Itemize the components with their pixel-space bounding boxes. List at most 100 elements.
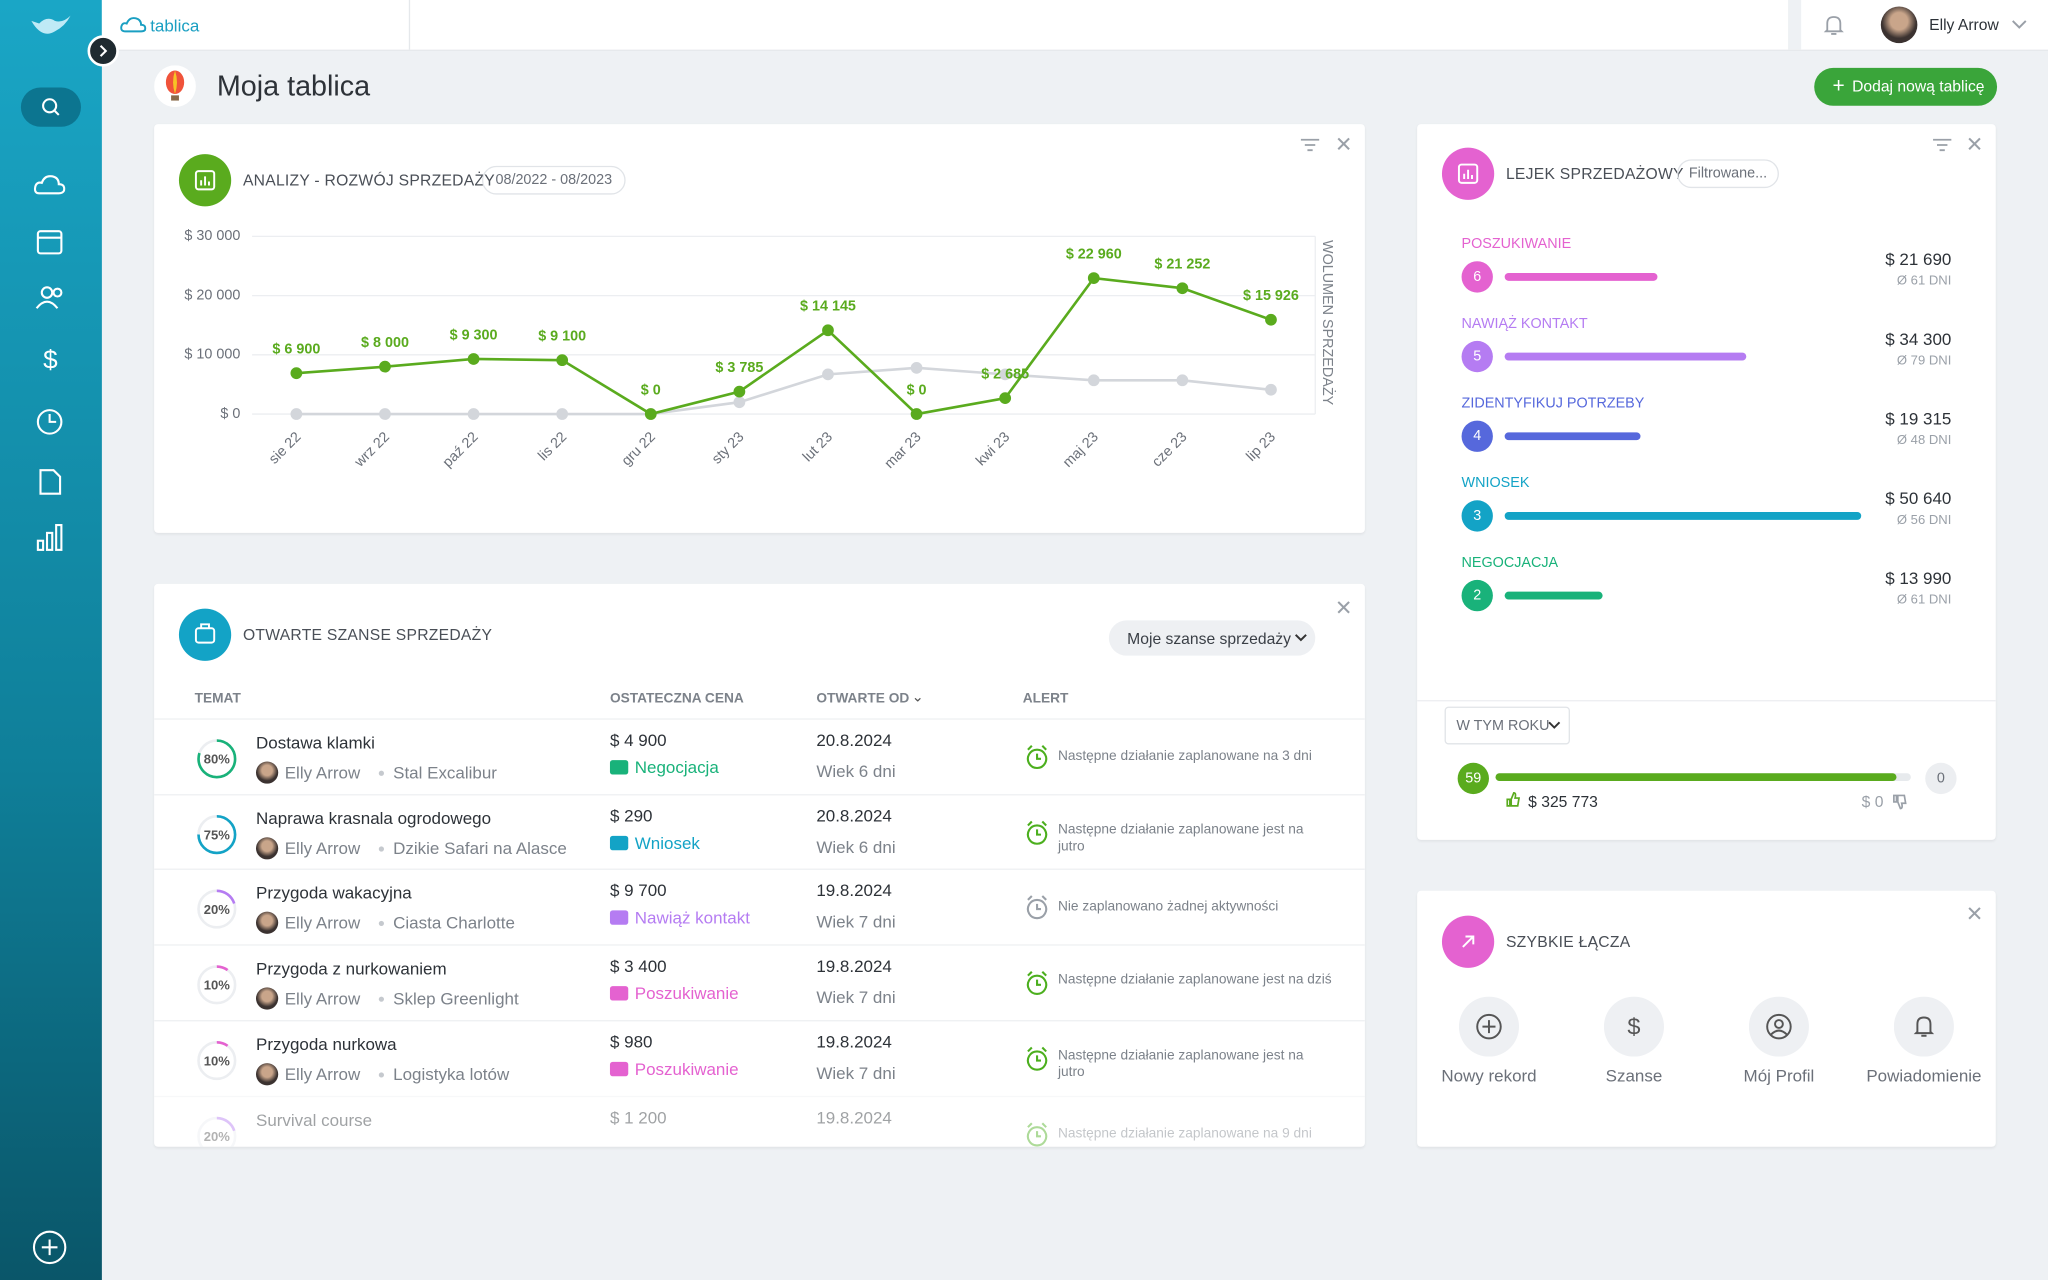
progress-ring: 20% (197, 889, 237, 930)
price: $ 4 900 (609, 730, 667, 750)
close[interactable]: ✕ (1965, 134, 1984, 157)
stage-days: Ø 48 DNI (1896, 433, 1952, 448)
alert-icon (1026, 820, 1048, 845)
column-header[interactable]: OTWARTE OD (816, 690, 910, 707)
opportunity-row[interactable]: 75% Naprawa krasnala ogrodowego Elly Arrow… (154, 793, 1365, 870)
opportunity-row[interactable]: 20% Survival course $ 1 200 19.8.2024 Następ… (154, 1095, 1365, 1147)
alert: Następne działanie zaplanowane jest na j… (1057, 1047, 1304, 1080)
quick-link-icon[interactable] (1458, 996, 1520, 1057)
date-range[interactable]: 08/2022 - 08/2023 (481, 165, 626, 195)
sales-card: ANALIZY - ROZWÓJ SPRZEDAŻY 08/2022 - 08/… (154, 124, 1365, 533)
won-count: 59 (1457, 762, 1489, 795)
period-dropdown[interactable]: W TYM ROKU (1444, 706, 1570, 745)
add-board-label[interactable]: Dodaj nową tablicę (1852, 77, 1985, 96)
alert: Nie zaplanowano żadnej aktywności (1057, 899, 1279, 915)
add-button[interactable] (31, 1229, 68, 1266)
period-label[interactable]: W TYM ROKU (1456, 718, 1550, 735)
sort-icon: ⌄ (911, 689, 924, 706)
alert-clock (1026, 1121, 1048, 1146)
stage-bar (1504, 591, 1604, 600)
data-label: $ 14 145 (800, 299, 856, 315)
date: 19.8.2024 (816, 880, 892, 901)
y-tick-label: $ 0 (220, 406, 240, 422)
quick-link-label[interactable]: Powiadomienie (1866, 1065, 1982, 1086)
quick-link-label[interactable]: Szanse (1605, 1065, 1663, 1086)
age: Wiek 6 dni (816, 761, 896, 782)
progress-ring: 10% (197, 965, 237, 1005)
breadcrumb[interactable]: tablica (150, 15, 200, 36)
opportunities-filter[interactable]: Moje szanse sprzedaży (1108, 620, 1316, 656)
add-board-button[interactable]: + Dodaj nową tablicę (1814, 67, 1998, 106)
date: 19.8.2024 (816, 1106, 892, 1127)
topic[interactable]: Naprawa krasnala ogrodowego (255, 808, 492, 828)
topic[interactable]: Survival course (255, 1109, 373, 1130)
data-point (1176, 282, 1189, 295)
alert-clock (1026, 971, 1048, 996)
topic[interactable]: Przygoda nurkowa (255, 1034, 397, 1054)
stage-count: 6 (1461, 261, 1493, 293)
alert-icon (1026, 895, 1048, 920)
opportunity-row[interactable]: 10% Przygoda z nurkowaniem Elly Arrow Sklep… (154, 944, 1365, 1020)
stage-swatch (609, 835, 629, 850)
stage: Poszukiwanie (634, 983, 739, 1004)
date: 19.8.2024 (816, 1031, 892, 1052)
opportunity-row[interactable]: 20% Przygoda wakacyjna Elly Arrow Ciasta Ch… (154, 869, 1365, 945)
separator-dot (378, 845, 384, 852)
stage-bar (1504, 432, 1641, 441)
separator-dot (378, 921, 384, 927)
topic[interactable]: Dostawa klamki (255, 732, 375, 753)
x-tick-label: mar 23 (882, 429, 925, 472)
expand-button[interactable] (87, 35, 119, 67)
x-tick-label: sty 23 (709, 429, 747, 467)
y-axis-label: WOLUMEN SPRZEDAŻY (1319, 240, 1337, 406)
series-line (296, 276, 1272, 416)
data-point (910, 408, 923, 420)
alert-clock (1026, 820, 1048, 845)
sales-title: ANALIZY - ROZWÓJ SPRZEDAŻY (242, 171, 496, 190)
stage-count: 2 (1461, 579, 1493, 612)
stage-amount: $ 19 315 (1885, 408, 1952, 429)
data-point (1087, 374, 1100, 387)
age: Wiek 6 dni (816, 836, 896, 857)
topic[interactable]: Przygoda wakacyjna (255, 883, 412, 904)
owner: Elly Arrow (284, 1064, 361, 1084)
filter-icon[interactable] (1932, 137, 1953, 153)
funnel-card: LEJEK SPRZEDAŻOWY Filtrowane... ✕ W TYM … (1417, 124, 1996, 840)
opportunities-title: OTWARTE SZANSE SPRZEDAŻY (242, 625, 493, 644)
notifications[interactable] (1823, 13, 1844, 37)
data-point (1176, 374, 1189, 387)
nav-icons[interactable]: $ (31, 167, 70, 559)
data-label: $ 15 926 (1243, 288, 1299, 304)
stage-name: POSZUKIWANIE (1461, 236, 1572, 253)
avatar[interactable] (1880, 6, 1918, 44)
quick-link-label[interactable]: Nowy rekord (1441, 1065, 1537, 1086)
filter-icon[interactable] (1300, 137, 1321, 153)
filter-label[interactable]: Moje szanse sprzedaży (1127, 629, 1291, 648)
owner-avatar (255, 912, 279, 935)
x-tick-label: kwi 23 (973, 429, 1013, 469)
quick-link-icon[interactable]: $ (1603, 996, 1664, 1057)
opportunity-row[interactable]: 80% Dostawa klamki Elly Arrow Stal Excalibu… (154, 718, 1365, 794)
stage-bar (1504, 352, 1747, 361)
alert: Następne działanie zaplanowane jest na d… (1057, 971, 1332, 988)
data-point (1265, 383, 1277, 396)
stage-swatch (609, 1061, 629, 1076)
search-button[interactable] (20, 87, 81, 127)
x-tick-label: lip 23 (1243, 429, 1279, 465)
quick-link-icon[interactable] (1893, 996, 1954, 1057)
data-point (467, 353, 480, 365)
data-point (999, 368, 1012, 381)
user-name[interactable]: Elly Arrow (1929, 15, 1999, 34)
close[interactable]: ✕ (1334, 134, 1353, 157)
close[interactable]: ✕ (1334, 598, 1353, 621)
alert-clock (1026, 895, 1048, 920)
age: Wiek 7 dni (816, 987, 896, 1008)
quick-link-icon[interactable] (1748, 996, 1809, 1057)
opportunity-row[interactable]: 10% Przygoda nurkowa Elly Arrow Logistyka l… (154, 1019, 1365, 1096)
company: Dzikie Safari na Alasce (393, 838, 567, 858)
alert-icon (1026, 745, 1048, 769)
close[interactable]: ✕ (1965, 903, 1984, 927)
funnel-filter[interactable]: Filtrowane... (1677, 159, 1779, 189)
topic[interactable]: Przygoda z nurkowaniem (255, 958, 447, 979)
quick-link-label[interactable]: Mój Profil (1743, 1065, 1815, 1086)
